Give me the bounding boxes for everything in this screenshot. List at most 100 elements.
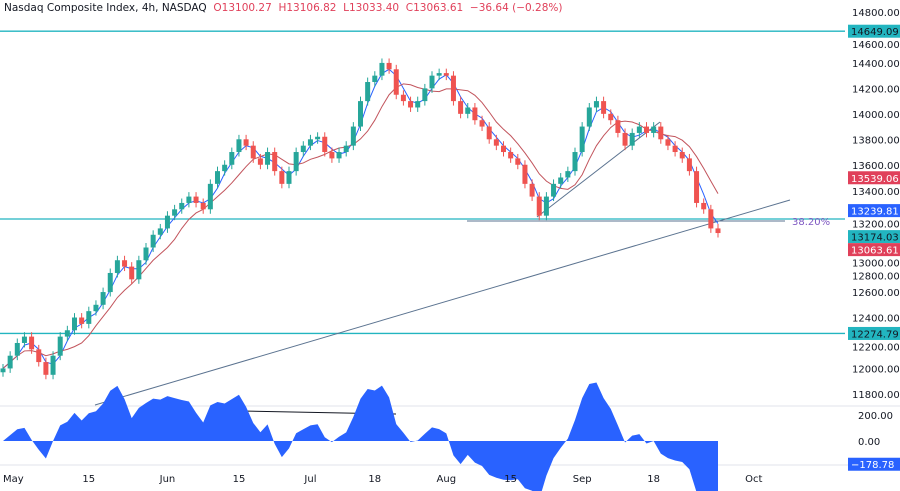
candle-body	[665, 139, 671, 146]
price-tick-label: 12400.00	[852, 314, 900, 325]
candle-body	[329, 152, 335, 159]
time-tick-label: 18	[647, 474, 660, 485]
slow-moving-average	[2, 83, 719, 369]
candle-body	[622, 132, 628, 146]
candle-body	[543, 196, 549, 216]
candle-body	[186, 196, 192, 203]
price-label-bg	[848, 243, 900, 257]
candle-body	[7, 355, 13, 369]
level-price-label-bg	[848, 230, 900, 244]
high-value: H13106.82	[278, 2, 337, 14]
candle-body	[86, 311, 92, 324]
candle-body	[365, 82, 371, 102]
time-tick-label: Jun	[159, 474, 176, 485]
candle-body	[415, 101, 421, 108]
candle-body	[143, 247, 149, 261]
candle-body	[293, 152, 299, 172]
price-tick-label: 13600.00	[852, 161, 900, 172]
candle-body	[286, 171, 292, 184]
time-tick-label: Oct	[745, 474, 762, 485]
time-tick-label: 15	[504, 474, 517, 485]
candle-body	[172, 209, 178, 216]
price-tick-label: 14800.00	[852, 8, 900, 19]
candle-body	[522, 164, 528, 184]
candle-body	[436, 73, 442, 76]
price-tick-label: 13400.00	[852, 187, 900, 198]
candle-body	[272, 152, 278, 172]
candle-body	[686, 158, 692, 172]
price-label: 13239.81	[851, 207, 899, 218]
candle-body	[79, 317, 85, 324]
change-value: −36.64 (−0.28%)	[469, 2, 563, 14]
candle-body	[386, 62, 392, 70]
candle-body	[644, 126, 649, 133]
candle-body	[465, 107, 471, 114]
time-tick-label: May	[3, 474, 24, 485]
candle-body	[393, 69, 399, 95]
candle-body	[672, 145, 678, 153]
candle-body	[193, 196, 199, 203]
candle-body	[36, 349, 42, 363]
candle-body	[679, 152, 685, 159]
candle-body	[572, 152, 578, 172]
time-tick-label: 15	[82, 474, 95, 485]
candle-body	[701, 202, 707, 210]
price-label-bg	[848, 171, 900, 185]
candle-body	[458, 101, 464, 114]
candle-body	[586, 107, 592, 127]
candle-body	[694, 171, 700, 203]
candle-body	[0, 368, 6, 373]
candle-body	[358, 101, 363, 127]
candle-body	[129, 266, 135, 280]
candle-body	[608, 113, 614, 121]
candle-body	[579, 126, 585, 153]
candle-body	[164, 215, 170, 229]
candle-body	[565, 171, 571, 178]
candle-body	[157, 228, 163, 235]
candle-body	[43, 362, 49, 375]
price-tick-label: 14600.00	[852, 40, 900, 51]
candle-body	[100, 292, 106, 305]
candle-body	[215, 171, 220, 184]
oscillator-last-label: −178.78	[851, 460, 894, 471]
candle-body	[257, 158, 263, 165]
candle-body	[315, 136, 321, 140]
candle-body	[379, 62, 385, 76]
candle-body	[265, 152, 271, 165]
candle-body	[422, 88, 428, 102]
candle-body	[400, 94, 406, 102]
candle-body	[222, 164, 228, 172]
candle-body	[64, 330, 70, 337]
candle-body	[50, 355, 56, 375]
candle-body	[429, 75, 435, 89]
candle-body	[593, 101, 599, 108]
oscillator-tick-label: 200.00	[858, 411, 893, 422]
price-tick-label: 11800.00	[852, 390, 900, 401]
price-label-bg	[848, 204, 900, 218]
time-tick-label: Aug	[437, 474, 457, 485]
candle-body	[236, 139, 242, 153]
candle-body	[150, 234, 156, 248]
price-tick-label: 12000.00	[852, 364, 900, 375]
fib-label: 38.20%	[792, 217, 830, 228]
candle-body	[279, 171, 285, 184]
price-tick-label: 13200.00	[852, 220, 900, 231]
oscillator-last-label-bg	[848, 457, 900, 471]
candle-body	[715, 228, 721, 234]
time-tick-label: Jul	[303, 474, 316, 485]
candle-body	[122, 260, 128, 267]
price-tick-label: 14200.00	[852, 84, 900, 95]
candle-body	[651, 126, 657, 133]
candle-body	[322, 136, 328, 153]
candle-body	[636, 126, 642, 133]
time-tick-label: 18	[368, 474, 381, 485]
candle-body	[529, 183, 535, 197]
candle-body	[207, 183, 213, 210]
candle-body	[350, 126, 356, 146]
oscillator-area	[3, 382, 718, 491]
candle-body	[72, 317, 77, 331]
candle-body	[229, 152, 235, 165]
candle-body	[601, 101, 607, 114]
